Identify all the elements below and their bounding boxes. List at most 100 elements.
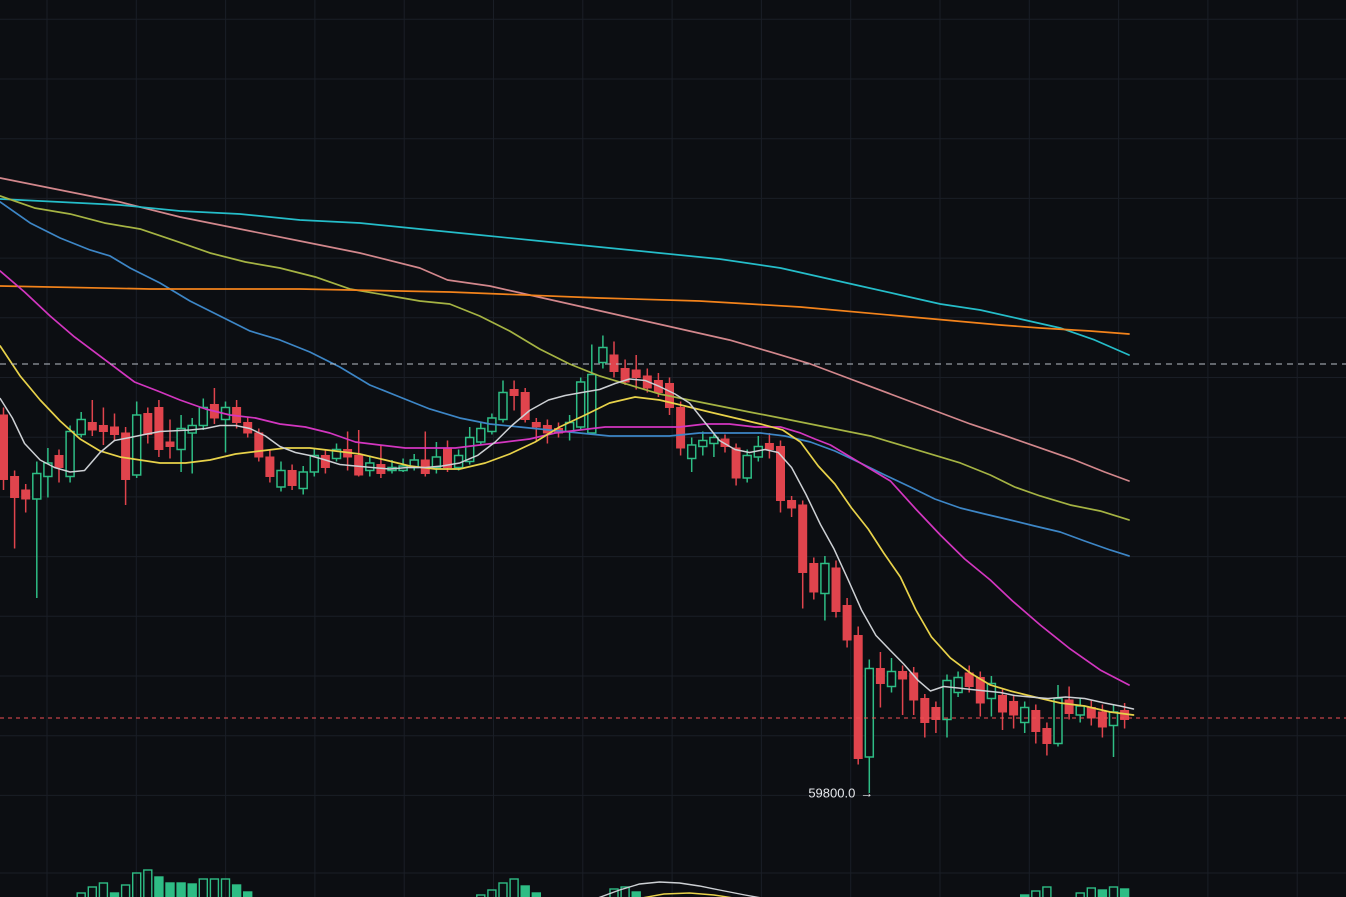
volume-bar xyxy=(1119,888,1130,897)
ma-olive xyxy=(0,195,1130,521)
volume-bar xyxy=(120,884,131,897)
ma-salmon xyxy=(0,177,1130,482)
volume-bar xyxy=(198,878,209,897)
candle-bearish xyxy=(998,694,1007,713)
volume-bar xyxy=(109,892,120,897)
candle-bearish xyxy=(620,367,630,383)
candle-bearish xyxy=(1009,700,1019,716)
candle-bearish xyxy=(154,406,164,450)
candle-bearish xyxy=(1031,709,1041,732)
ma-magenta xyxy=(0,270,1130,686)
candle-bearish xyxy=(964,672,974,687)
candle-bearish xyxy=(931,706,941,720)
candle-bearish xyxy=(287,469,297,486)
candle-bullish xyxy=(1019,706,1030,724)
ma-orange xyxy=(0,285,1130,335)
candle-bullish xyxy=(176,427,186,451)
candle-bearish xyxy=(853,634,863,759)
candle-bearish xyxy=(842,604,852,641)
volume-bar xyxy=(631,891,641,897)
volume-bar xyxy=(87,886,98,897)
candle-bearish xyxy=(265,456,275,477)
candle-bullish xyxy=(298,471,308,490)
candle-bearish xyxy=(609,354,619,372)
volume-bar xyxy=(509,878,519,897)
volume-bar xyxy=(131,872,142,897)
candle-bearish xyxy=(920,697,930,723)
volume-bar xyxy=(209,878,220,897)
candle-bullish xyxy=(464,436,475,463)
candle-bullish xyxy=(476,427,486,443)
candle-bearish xyxy=(1097,711,1107,728)
volume-bar xyxy=(242,891,253,897)
candle-bullish xyxy=(1108,711,1119,727)
candle-bearish xyxy=(898,670,908,680)
candle-bearish xyxy=(875,667,885,684)
candle-bearish xyxy=(10,475,20,498)
candle-bearish xyxy=(731,447,741,479)
volume-bar xyxy=(1031,890,1041,897)
low-price-label: 59800.0 → xyxy=(808,785,873,800)
volume-bar xyxy=(620,886,630,897)
candle-bearish xyxy=(1042,727,1052,744)
volume-bar xyxy=(487,889,497,897)
candle-bearish xyxy=(354,454,364,476)
volume-bar xyxy=(231,884,242,897)
candle-bearish xyxy=(764,442,774,450)
candle-bullish xyxy=(953,676,963,694)
volume-bar xyxy=(476,894,486,897)
candle-bearish xyxy=(54,454,64,468)
candle-bearish xyxy=(776,445,785,501)
low-price-text: 59800.0 xyxy=(808,785,856,801)
candle-bullish xyxy=(820,562,830,595)
candle-bearish xyxy=(787,499,797,509)
volume-ma-yellow xyxy=(643,892,732,897)
candle-bullish xyxy=(886,670,897,688)
volume-bar xyxy=(1097,889,1108,897)
volume-bar xyxy=(520,885,530,897)
volume-bar xyxy=(154,876,164,897)
candle-bullish xyxy=(709,436,719,445)
candle-bullish xyxy=(498,391,508,421)
candle-bullish xyxy=(131,414,142,476)
candle-bearish xyxy=(520,391,530,420)
candle-bullish xyxy=(742,454,752,479)
candle-bearish xyxy=(631,369,641,378)
candle-bearish xyxy=(21,489,31,500)
volume-bar xyxy=(143,869,153,897)
volume-bar xyxy=(1075,892,1085,897)
candle-bullish xyxy=(309,454,320,473)
ma-cyan xyxy=(0,198,1130,356)
candle-bullish xyxy=(864,667,875,758)
candle-bullish xyxy=(686,444,697,460)
candle-bearish xyxy=(809,562,819,593)
candle-bearish xyxy=(831,567,841,612)
candle-bullish xyxy=(575,381,586,428)
candle-bearish xyxy=(110,426,119,435)
volume-ma-white xyxy=(598,881,761,897)
volume-bar xyxy=(98,882,109,897)
candle-bullish xyxy=(431,456,442,469)
volume-bar xyxy=(531,892,541,897)
candle-bullish xyxy=(65,430,75,478)
volume-bar xyxy=(187,883,197,897)
candle-bullish xyxy=(587,373,597,434)
volume-bar xyxy=(1108,886,1119,897)
candle-bullish xyxy=(1075,705,1085,716)
volume-bar xyxy=(498,882,508,897)
candle-bullish xyxy=(76,418,86,436)
candle-bearish xyxy=(798,504,808,573)
candle-bearish xyxy=(909,672,919,701)
candle-bearish xyxy=(509,388,519,396)
candle-bearish xyxy=(143,412,153,435)
volume-bar xyxy=(165,882,175,897)
volume-bar xyxy=(609,888,619,897)
candle-bullish xyxy=(43,462,53,478)
volume-bar xyxy=(176,882,186,897)
volume-bar xyxy=(1042,886,1052,897)
candle-bullish xyxy=(276,469,286,488)
candle-bearish xyxy=(165,441,175,447)
ma-yellow xyxy=(0,345,1135,716)
